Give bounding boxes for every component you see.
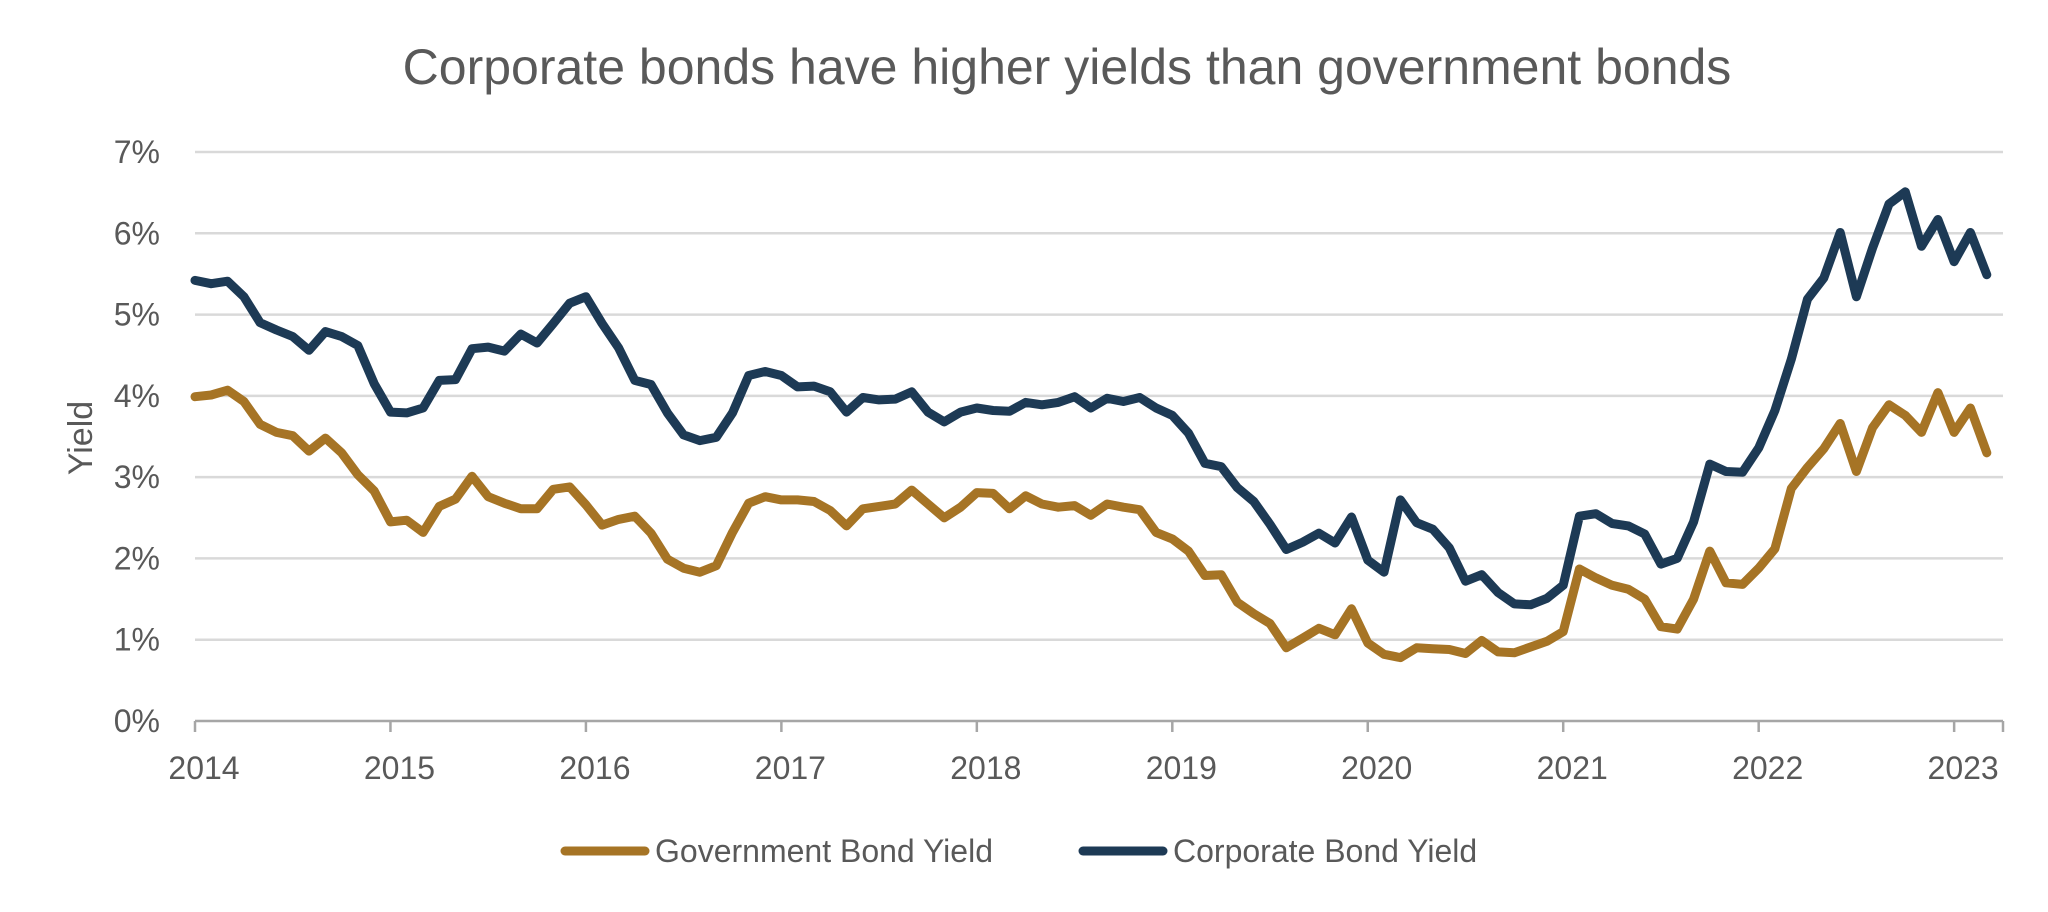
x-tick-label: 2018 xyxy=(950,750,1021,786)
chart-title: Corporate bonds have higher yields than … xyxy=(403,39,1732,95)
y-tick-label: 5% xyxy=(114,297,160,333)
x-tick-label: 2022 xyxy=(1732,750,1803,786)
y-axis-ticks: 0% 1% 2% 3% 4% 5% 6% 7% xyxy=(114,134,160,739)
y-axis-label: Yield xyxy=(62,401,100,475)
y-tick-label: 3% xyxy=(114,459,160,495)
x-axis-ticks: 2014 2015 2016 2017 2018 2019 2020 2021 2022 2023 xyxy=(168,721,2005,786)
x-tick-label: 2023 xyxy=(1928,750,1999,786)
series-line-corporate-bond-yield xyxy=(190,187,1992,610)
gridlines xyxy=(195,150,2003,641)
x-tick-label: 2019 xyxy=(1146,750,1217,786)
x-tick-label: 2015 xyxy=(364,750,435,786)
y-tick-label: 0% xyxy=(114,703,160,739)
y-tick-label: 7% xyxy=(114,134,160,170)
series-line-government-bond-yield xyxy=(190,385,1992,663)
x-tick-label: 2016 xyxy=(559,750,630,786)
x-tick-label: 2021 xyxy=(1537,750,1608,786)
legend-label: Corporate Bond Yield xyxy=(1173,833,1477,869)
y-tick-label: 6% xyxy=(114,215,160,251)
legend-label: Government Bond Yield xyxy=(655,833,993,869)
y-tick-label: 1% xyxy=(114,622,160,658)
x-tick-label: 2020 xyxy=(1341,750,1412,786)
y-tick-label: 2% xyxy=(114,540,160,576)
legend: Government Bond Yield Corporate Bond Yiel… xyxy=(560,833,1477,869)
series-lines xyxy=(190,187,1992,663)
y-tick-label: 4% xyxy=(114,378,160,414)
x-tick-label: 2014 xyxy=(168,750,239,786)
x-tick-label: 2017 xyxy=(755,750,826,786)
